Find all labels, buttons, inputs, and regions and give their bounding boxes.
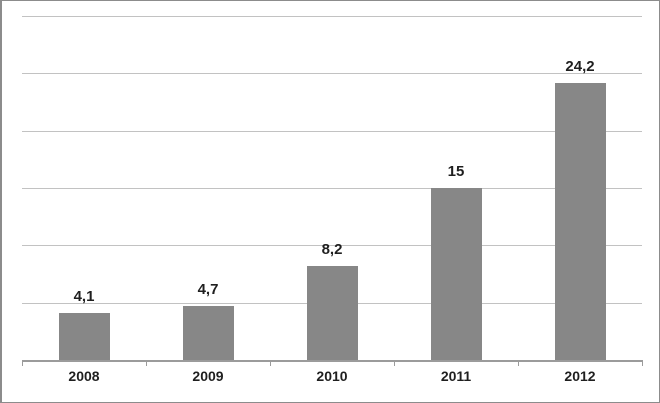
- bar-2011: [431, 188, 482, 360]
- bar-value-label: 4,1: [73, 288, 95, 305]
- x-axis-tick: [270, 362, 271, 366]
- bar-2009: [183, 306, 234, 360]
- gridline-y-10: [22, 245, 642, 247]
- x-axis-tick: [518, 362, 519, 366]
- x-axis-tick: [146, 362, 147, 366]
- x-axis-tick: [22, 362, 23, 366]
- bar-value-label: 8,2: [321, 241, 343, 258]
- bar-value-label: 24,2: [565, 58, 595, 75]
- x-axis-label: 2009: [192, 368, 224, 384]
- x-axis-tick: [642, 362, 643, 366]
- gridline-y-30: [22, 16, 642, 17]
- bar-2010: [307, 266, 358, 360]
- gridline-y-25: [22, 73, 642, 75]
- bar-2008: [59, 313, 110, 360]
- x-axis-tick: [394, 362, 395, 366]
- bar-value-label: 4,7: [197, 281, 219, 298]
- x-axis-label: 2008: [68, 368, 100, 384]
- x-axis-label: 2012: [564, 368, 596, 384]
- gridline-y-15: [22, 188, 642, 189]
- x-axis-label: 2011: [440, 368, 472, 384]
- bar-2012: [555, 83, 606, 360]
- gridline-y-20: [22, 130, 642, 132]
- bar-value-label: 15: [447, 163, 465, 180]
- x-axis-line: [22, 360, 643, 362]
- x-axis-label: 2010: [316, 368, 348, 384]
